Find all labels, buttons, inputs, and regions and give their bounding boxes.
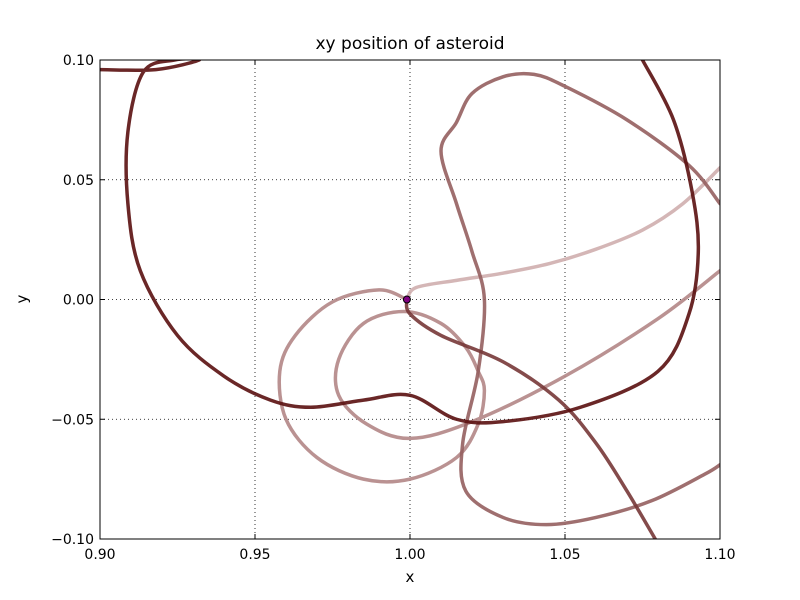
y-tick-label: 0.10 [63, 53, 94, 69]
x-axis-label: x [405, 568, 415, 586]
trajectory-line [277, 269, 720, 484]
y-tick-label: −0.10 [51, 532, 94, 548]
trajectory-line [405, 166, 720, 302]
trajectory-line [404, 297, 658, 539]
trajectory-line [439, 71, 720, 527]
y-tick-label: 0.00 [63, 293, 94, 309]
y-tick-label: −0.05 [51, 412, 94, 428]
series-layer [100, 60, 720, 539]
trajectory-line [100, 60, 701, 425]
marker-layer [402, 295, 411, 304]
x-tick-label: 0.95 [239, 547, 270, 563]
chart-title: xy position of asteroid [315, 34, 505, 54]
y-tick-label: 0.05 [63, 173, 94, 189]
x-tick-label: 0.90 [84, 547, 115, 563]
x-tick-label: 1.05 [549, 547, 580, 563]
asteroid-marker [402, 295, 411, 304]
tick-layer: 0.90 0.95 1.00 1.05 1.10 −0.10 −0.05 0.00 0.05 0.… [51, 53, 735, 563]
x-tick-label: 1.10 [704, 547, 735, 563]
x-tick-label: 1.00 [394, 547, 425, 563]
